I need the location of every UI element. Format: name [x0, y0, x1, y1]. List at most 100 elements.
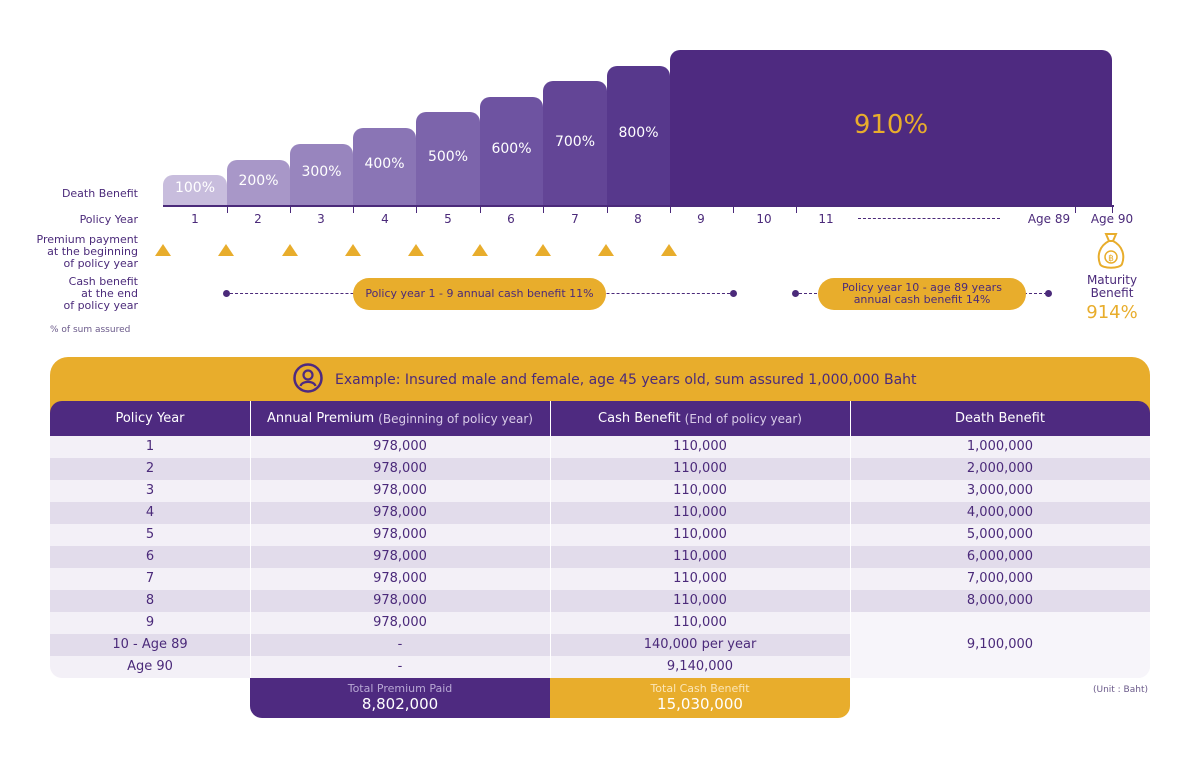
step-bar-8: [607, 66, 670, 205]
cell-death: 7,000,000: [966, 571, 1034, 586]
year-label: Age 89: [1027, 212, 1071, 226]
table-row: 3 978,000 110,000 3,000,000: [50, 480, 1150, 502]
unit-note: (Unit : Baht): [1092, 685, 1148, 695]
cell-year: 2: [145, 461, 155, 476]
cell-premium: 978,000: [373, 571, 427, 586]
step-label-3: 300%: [301, 164, 342, 180]
axis-tick: [543, 207, 544, 213]
timeline-dot: [730, 290, 737, 297]
axis-tick: [480, 207, 481, 213]
axis-tick: [670, 207, 671, 213]
cell-premium: -: [397, 637, 403, 652]
step-label-7: 700%: [554, 134, 596, 150]
sum-assured-note: % of sum assured: [50, 325, 131, 335]
axis-tick: [290, 207, 291, 213]
cell-death: 8,000,000: [966, 593, 1034, 608]
step-bar-2: [227, 160, 290, 205]
year-gap-dashes: [858, 218, 1000, 219]
step-bar-3: [290, 144, 353, 205]
cell-year: 4: [145, 505, 155, 520]
cell-premium: 978,000: [373, 615, 427, 630]
step-label-6: 600%: [491, 141, 532, 157]
cell-cash: 110,000: [673, 571, 727, 586]
table-row: 2 978,000 110,000 2,000,000: [50, 458, 1150, 480]
year-label: 7: [571, 212, 579, 226]
table-row: 1 978,000 110,000 1,000,000: [50, 436, 1150, 458]
year-label: 1: [191, 212, 199, 226]
cell-year: 1: [145, 439, 155, 454]
year-label: 11: [818, 212, 834, 226]
cash-benefit-label: Cash benefit at the end of policy year: [63, 275, 138, 312]
cell-year: 9: [145, 615, 155, 630]
step-label-4: 400%: [364, 156, 405, 172]
year-label: 9: [697, 212, 705, 226]
cell-year: 10 - Age 89: [112, 637, 188, 652]
timeline-dot: [792, 290, 799, 297]
total-cash-box: Total Cash Benefit 15,030,000: [550, 678, 850, 718]
money-bag-icon: ฿: [1096, 230, 1126, 272]
axis-tick: [733, 207, 734, 213]
step-bar-5: [416, 112, 480, 205]
cell-cash: 110,000: [673, 615, 727, 630]
premium-triangle-icon: [282, 244, 298, 256]
cell-premium: 978,000: [373, 483, 427, 498]
user-icon: [293, 363, 323, 393]
premium-triangle-icon: [472, 244, 488, 256]
cell-premium: 978,000: [373, 439, 427, 454]
year-label: Age 90: [1090, 212, 1134, 226]
header-annual-premium: Annual Premium (Beginning of policy year…: [267, 411, 533, 426]
total-premium-box: Total Premium Paid 8,802,000: [250, 678, 550, 718]
cell-year: 5: [145, 527, 155, 542]
table-row: 5 978,000 110,000 5,000,000: [50, 524, 1150, 546]
cell-cash: 110,000: [673, 549, 727, 564]
year-label: 8: [634, 212, 642, 226]
cell-cash: 9,140,000: [666, 659, 734, 674]
premium-payment-label: Premium payment at the beginning of poli…: [36, 233, 138, 270]
timeline-dot: [1045, 290, 1052, 297]
year-label: 10: [756, 212, 772, 226]
cell-cash: 110,000: [673, 593, 727, 608]
example-text: Example: Insured male and female, age 45…: [335, 372, 917, 388]
header-policy-year: Policy Year: [115, 411, 185, 426]
cell-cash: 110,000: [673, 439, 727, 454]
step-bar-4: [353, 128, 416, 205]
premium-triangle-icon: [598, 244, 614, 256]
year-label: 2: [254, 212, 262, 226]
cash-benefit-pill-1: Policy year 1 - 9 annual cash benefit 11…: [353, 278, 606, 310]
column-divider: [250, 401, 251, 678]
cell-premium: 978,000: [373, 505, 427, 520]
premium-triangle-icon: [535, 244, 551, 256]
maturity-benefit-value: 914%: [1086, 302, 1138, 323]
step-label-2: 200%: [238, 173, 279, 189]
step-bar-6: [480, 97, 543, 205]
table-row: 7 978,000 110,000 7,000,000: [50, 568, 1150, 590]
column-divider: [550, 401, 551, 678]
cell-death: 1,000,000: [966, 439, 1034, 454]
cell-year: Age 90: [127, 659, 173, 674]
year-label: 5: [444, 212, 452, 226]
cell-death: 4,000,000: [966, 505, 1034, 520]
premium-triangle-icon: [408, 244, 424, 256]
step-bar-1: [163, 175, 227, 205]
cell-year: 6: [145, 549, 155, 564]
cell-cash: 110,000: [673, 505, 727, 520]
death-benefit-label: Death Benefit: [61, 187, 138, 200]
table-row: 4 978,000 110,000 4,000,000: [50, 502, 1150, 524]
cell-cash: 110,000: [673, 527, 727, 542]
policy-year-axis: [163, 205, 1114, 207]
cell-death: 5,000,000: [966, 527, 1034, 542]
cell-cash: 110,000: [673, 461, 727, 476]
year-label: 3: [317, 212, 325, 226]
axis-tick: [1112, 207, 1113, 213]
cell-death: 3,000,000: [966, 483, 1034, 498]
table-header: [50, 401, 1150, 436]
year-label: 4: [381, 212, 389, 226]
table-body: 1 978,000 110,000 1,000,000 2 978,000 11…: [50, 436, 1150, 678]
axis-tick: [1075, 207, 1076, 213]
axis-tick: [796, 207, 797, 213]
cell-year: 7: [145, 571, 155, 586]
premium-triangle-icon: [661, 244, 677, 256]
step-bar-9: [670, 50, 1112, 205]
cell-year: 8: [145, 593, 155, 608]
cell-year: 3: [145, 483, 155, 498]
